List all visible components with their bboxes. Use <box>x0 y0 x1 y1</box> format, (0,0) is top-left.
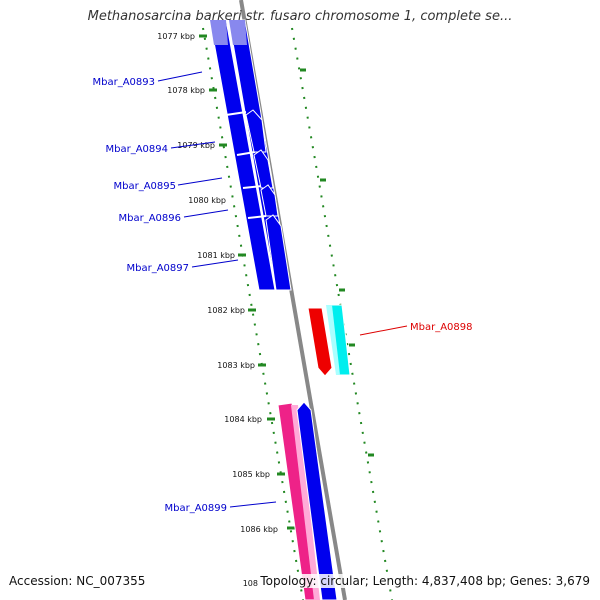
cds-blue-lower[interactable] <box>296 401 338 600</box>
cds-arrow-0894[interactable] <box>245 109 267 153</box>
tick-label: 1082 kbp <box>207 306 245 315</box>
cds-arrow-0897[interactable] <box>265 214 292 291</box>
tick-label: 1083 kbp <box>217 361 255 370</box>
gene-label-mbar-a0893[interactable]: Mbar_A0893 <box>92 77 155 88</box>
tick-label: 1086 kbp <box>240 525 278 534</box>
accession-text: Accession: NC_007355 <box>9 574 146 588</box>
tick-label: 1085 kbp <box>232 470 270 479</box>
gene-label-mbar-a0894[interactable]: Mbar_A0894 <box>105 144 168 155</box>
cds-red[interactable] <box>307 307 333 377</box>
gene-label-mbar-a0896[interactable]: Mbar_A0896 <box>118 213 181 224</box>
tick-label: 1077 kbp <box>157 32 195 41</box>
cds-pink[interactable] <box>277 402 319 600</box>
cds-arrow-0896[interactable] <box>260 184 279 217</box>
tick-label: 1081 kbp <box>197 251 235 260</box>
cds-arrow-0895[interactable] <box>253 149 274 189</box>
map-title: Methanosarcina barkeri str. fusaro chrom… <box>87 9 513 24</box>
tick-label: 108 <box>243 579 258 588</box>
topology-text: Topology: circular; Length: 4,837,408 bp… <box>258 574 590 588</box>
tick-label: 1078 kbp <box>167 86 205 95</box>
tick-marks <box>199 34 374 530</box>
gene-label-mbar-a0899[interactable]: Mbar_A0899 <box>164 503 227 514</box>
left-dotted-track <box>202 27 304 600</box>
tick-label: 1079 kbp <box>177 141 215 150</box>
gene-label-mbar-a0895[interactable]: Mbar_A0895 <box>113 181 176 192</box>
tick-label: 1084 kbp <box>224 415 262 424</box>
gene-label-mbar-a0897[interactable]: Mbar_A0897 <box>126 263 189 274</box>
gene-label-mbar-a0898[interactable]: Mbar_A0898 <box>410 322 473 333</box>
tick-label: 1080 kbp <box>188 196 226 205</box>
